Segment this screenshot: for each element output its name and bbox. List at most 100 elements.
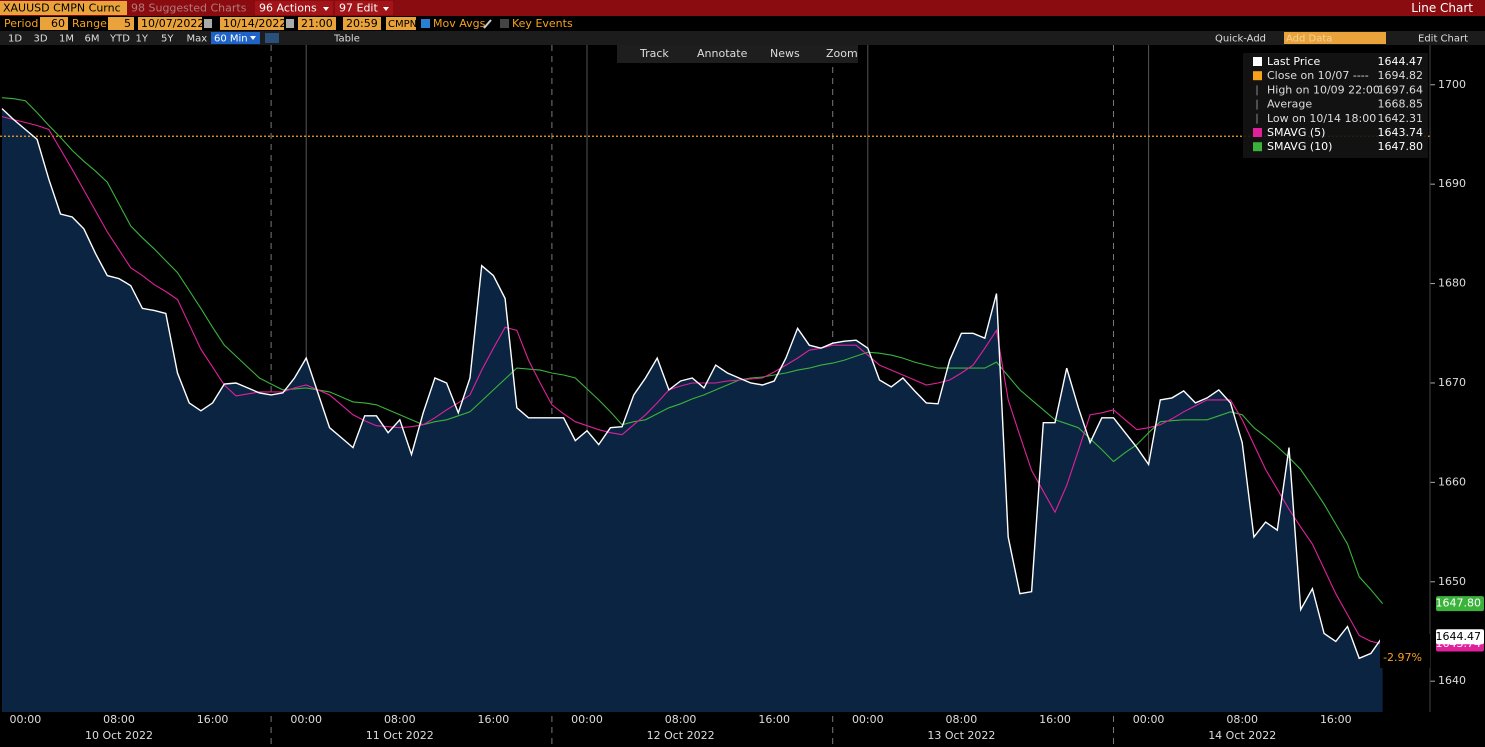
- source: CMPN: [388, 19, 417, 30]
- x-tick-label: 08:00: [946, 713, 978, 726]
- legend-name: Close on 10/07 ----: [1267, 69, 1369, 82]
- interval[interactable]: 60 Min: [214, 34, 248, 45]
- suggested-charts[interactable]: 98 Suggested Charts: [131, 2, 247, 15]
- legend-name: SMAVG (5): [1267, 126, 1325, 139]
- calendar-icon[interactable]: [204, 19, 212, 28]
- x-tick-label: 16:00: [1039, 713, 1071, 726]
- legend-name: High on 10/09 22:00: [1267, 83, 1380, 96]
- period-field[interactable]: [40, 17, 68, 30]
- legend-value: 1668.85: [1378, 98, 1424, 111]
- area: [2, 108, 1383, 713]
- range-button[interactable]: Max: [187, 34, 208, 45]
- legend-value: 1647.80: [1378, 140, 1424, 153]
- range-bar: [0, 31, 1485, 45]
- calendar-icon[interactable]: [286, 19, 294, 28]
- legend-value: 1644.47: [1378, 55, 1424, 68]
- period-label: Period: [4, 17, 38, 30]
- x-tick-label: 00:00: [1133, 713, 1165, 726]
- key-events-checkbox[interactable]: [500, 19, 509, 28]
- add-data[interactable]: Add Data: [1286, 34, 1332, 45]
- quick-add[interactable]: Quick-Add: [1215, 34, 1266, 45]
- mov-avgs-checkbox[interactable]: [421, 19, 430, 28]
- chart-tool[interactable]: News: [770, 47, 800, 60]
- chart-style-icon[interactable]: [265, 33, 279, 43]
- legend-swatch: [1253, 142, 1262, 152]
- legend-swatch: [1253, 71, 1262, 81]
- chart-tool[interactable]: Annotate: [697, 47, 748, 60]
- x-tick-label: 16:00: [1320, 713, 1352, 726]
- value-badge: [1436, 596, 1484, 612]
- end-time-field[interactable]: [343, 17, 381, 30]
- end-date-field[interactable]: [220, 17, 284, 30]
- pencil-icon[interactable]: [483, 19, 492, 29]
- start-date: 10/07/2022: [141, 17, 204, 30]
- add-data-field[interactable]: [1284, 32, 1386, 44]
- range: 5: [124, 17, 131, 30]
- x-tick-label: 16:00: [758, 713, 790, 726]
- chart-tool[interactable]: Zoom: [826, 47, 858, 60]
- interval-field[interactable]: [211, 32, 260, 44]
- x-tick-label: 16:00: [197, 713, 229, 726]
- legend-swatch: [1253, 57, 1262, 66]
- line: [1, 97, 1384, 604]
- end-date: 10/14/2022: [223, 17, 286, 30]
- change-label: -2.97%: [1383, 651, 1422, 664]
- change-box: [1380, 634, 1430, 668]
- key-events[interactable]: Key Events: [512, 17, 573, 30]
- range-button[interactable]: 1M: [59, 34, 74, 45]
- range-button[interactable]: YTD: [109, 34, 130, 45]
- x-tick-label: 08:00: [384, 713, 416, 726]
- table[interactable]: Table: [333, 34, 360, 45]
- range-button[interactable]: 1D: [8, 34, 22, 45]
- chart-tools-bar: [617, 45, 858, 63]
- mov-avgs[interactable]: Mov Avgs: [433, 17, 486, 30]
- y-tick-label: 1660: [1438, 475, 1466, 488]
- value-badge-label: 1647.80: [1436, 597, 1482, 610]
- x-tick-label: 00:00: [571, 713, 603, 726]
- edit-chart[interactable]: Edit Chart: [1418, 34, 1468, 45]
- dropdown-arrow: [250, 36, 256, 40]
- legend-name: Low on 10/14 18:00: [1267, 112, 1376, 125]
- security: XAUUSD CMPN Curnc: [3, 2, 121, 15]
- x-tick-label: 08:00: [103, 713, 135, 726]
- range-button[interactable]: 3D: [34, 34, 48, 45]
- legend-name: SMAVG (10): [1267, 140, 1332, 153]
- y-tick-label: 1700: [1438, 78, 1466, 91]
- security-field[interactable]: [0, 1, 127, 15]
- x-tick-label: 00:00: [852, 713, 884, 726]
- day-label: 14 Oct 2022: [1208, 729, 1276, 742]
- actions[interactable]: 96 Actions: [259, 2, 317, 15]
- y-tick-label: 1670: [1438, 376, 1466, 389]
- range-buttons: 1D 3D 1M 6M YTD 1Y 5Y Max: [8, 34, 207, 45]
- value-badge: [1436, 629, 1484, 645]
- x-tick-label: 08:00: [665, 713, 697, 726]
- legend-name: Average: [1267, 98, 1312, 111]
- y-tick-label: 1680: [1438, 277, 1466, 290]
- x-tick-label: 16:00: [478, 713, 510, 726]
- range-button[interactable]: 1Y: [136, 34, 149, 45]
- chart-tool[interactable]: Track: [639, 47, 669, 60]
- x-tick-label: 08:00: [1226, 713, 1258, 726]
- end-time: 20:59: [346, 17, 378, 30]
- legend-swatch: [1253, 128, 1262, 137]
- range-button[interactable]: 5Y: [161, 34, 174, 45]
- y-tick-label: 1690: [1438, 177, 1466, 190]
- dropdown-arrow: [323, 7, 329, 11]
- day-label: 10 Oct 2022: [85, 729, 153, 742]
- edit-button[interactable]: [335, 1, 393, 15]
- start-date-field[interactable]: [138, 17, 202, 30]
- legend-value: 1697.64: [1378, 83, 1424, 96]
- range-label: Range: [72, 17, 107, 30]
- range-field[interactable]: [108, 17, 134, 30]
- actions-button[interactable]: [255, 1, 333, 15]
- dropdown-arrow: [383, 7, 389, 11]
- plot: 10 Oct 2022 11 Oct 2022 12 Oct 2022 13 Oct …: [0, 45, 1484, 747]
- source-field[interactable]: [386, 17, 416, 30]
- edit[interactable]: 97 Edit: [339, 2, 378, 15]
- legend-value: 1643.74: [1378, 126, 1424, 139]
- start-time-field[interactable]: [298, 17, 336, 30]
- range-button[interactable]: 6M: [85, 34, 100, 45]
- chart-type: Line Chart: [1411, 1, 1473, 15]
- legend-name: Last Price: [1267, 55, 1320, 68]
